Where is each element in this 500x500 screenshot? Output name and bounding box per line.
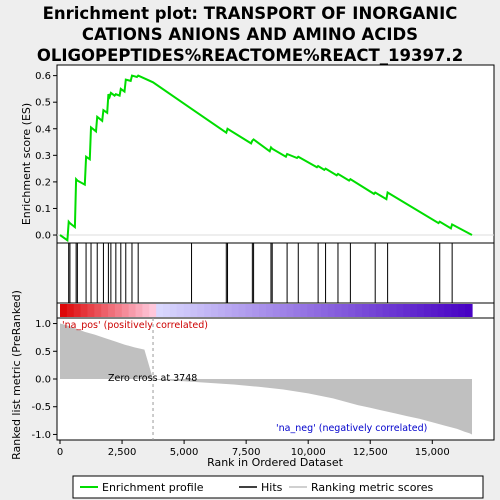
heat-segment-12 <box>142 304 149 317</box>
heat-segment-55 <box>438 304 445 317</box>
heat-segment-49 <box>396 304 403 317</box>
metric-y-tick-label-1: 0.5 <box>35 347 51 358</box>
heat-segment-14 <box>156 304 163 317</box>
heat-segment-15 <box>163 304 170 317</box>
heat-segment-35 <box>300 304 307 317</box>
heat-segment-37 <box>314 304 321 317</box>
heat-segment-33 <box>287 304 294 317</box>
title-line-3: OLIGOPEPTIDES%REACTOME%REACT_19397.2 <box>37 46 463 65</box>
es-y-tick-label-0: 0.0 <box>35 231 51 242</box>
es-y-tick-label-5: 0.5 <box>35 98 51 109</box>
heat-segment-0 <box>60 304 67 317</box>
heat-segment-43 <box>355 304 362 317</box>
es-y-tick-label-6: 0.6 <box>35 71 51 82</box>
legend: Enrichment profile Hits Ranking metric s… <box>73 476 483 498</box>
x-axis-label: Rank in Ordered Dataset <box>207 456 344 469</box>
heat-segment-44 <box>362 304 369 317</box>
legend-metric-label: Ranking metric scores <box>311 481 433 494</box>
heat-segment-24 <box>225 304 232 317</box>
heat-segment-4 <box>87 304 94 317</box>
es-y-tick-label-1: 0.1 <box>35 204 51 215</box>
x-tick-label-2: 5,000 <box>170 447 199 458</box>
heat-segment-7 <box>108 304 115 317</box>
es-y-tick-label-3: 0.3 <box>35 151 51 162</box>
heat-segment-9 <box>122 304 129 317</box>
heat-segment-5 <box>94 304 101 317</box>
heat-segment-25 <box>232 304 239 317</box>
heat-segment-19 <box>190 304 197 317</box>
heat-segment-28 <box>252 304 259 317</box>
heat-segment-13 <box>149 304 156 317</box>
heat-segment-34 <box>293 304 300 317</box>
heat-segment-17 <box>177 304 184 317</box>
heat-segment-51 <box>410 304 417 317</box>
heat-segment-16 <box>170 304 177 317</box>
es-y-tick-label-4: 0.4 <box>35 124 51 135</box>
heat-segment-39 <box>328 304 335 317</box>
heat-segment-1 <box>67 304 74 317</box>
es-y-axis-label: Enrichment score (ES) <box>20 103 33 225</box>
heat-segment-54 <box>431 304 438 317</box>
heat-segment-53 <box>424 304 431 317</box>
x-tick-label-5: 12,500 <box>353 447 388 458</box>
heat-segment-11 <box>136 304 143 317</box>
x-tick-label-0: 0 <box>57 447 63 458</box>
heat-segment-47 <box>383 304 390 317</box>
heat-segment-41 <box>342 304 349 317</box>
es-y-tick-label-2: 0.2 <box>35 177 51 188</box>
heat-segment-30 <box>266 304 273 317</box>
x-tick-label-1: 2,500 <box>108 447 137 458</box>
heat-segment-32 <box>280 304 287 317</box>
legend-enrichment-label: Enrichment profile <box>102 481 204 494</box>
neg-label: 'na_neg' (negatively correlated) <box>276 423 427 434</box>
metric-y-axis-label: Ranked list metric (PreRanked) <box>10 290 23 460</box>
heat-segment-8 <box>115 304 122 317</box>
metric-y-tick-label-0: 1.0 <box>35 319 51 330</box>
heat-segment-42 <box>348 304 355 317</box>
pos-label: 'na_pos' (positively correlated) <box>62 320 208 331</box>
x-tick-label-6: 15,000 <box>415 447 450 458</box>
heat-segment-56 <box>445 304 452 317</box>
heat-segment-58 <box>458 304 465 317</box>
heat-segment-29 <box>259 304 266 317</box>
title-line-2: CATIONS ANIONS AND AMINO ACIDS <box>82 25 418 44</box>
heat-segment-23 <box>218 304 225 317</box>
heat-segment-36 <box>307 304 314 317</box>
heat-segment-18 <box>184 304 191 317</box>
heat-segment-57 <box>451 304 458 317</box>
heat-segment-6 <box>101 304 108 317</box>
heat-segment-20 <box>197 304 204 317</box>
heat-segment-2 <box>74 304 81 317</box>
heat-segment-48 <box>390 304 397 317</box>
metric-y-tick-label-3: -0.5 <box>31 402 51 413</box>
heat-segment-50 <box>403 304 410 317</box>
heat-segment-38 <box>321 304 328 317</box>
heat-segment-46 <box>376 304 383 317</box>
zero-cross-label: Zero cross at 3748 <box>108 373 197 384</box>
legend-hits-label: Hits <box>261 481 283 494</box>
heat-segment-3 <box>81 304 88 317</box>
heat-segment-26 <box>239 304 246 317</box>
heat-segment-40 <box>335 304 342 317</box>
title-line-1: Enrichment plot: TRANSPORT OF INORGANIC <box>43 4 458 23</box>
heat-segment-21 <box>204 304 211 317</box>
metric-y-tick-label-2: 0.0 <box>35 375 51 386</box>
heat-segment-10 <box>129 304 136 317</box>
heat-segment-59 <box>465 304 472 317</box>
heat-segment-27 <box>245 304 252 317</box>
heat-segment-22 <box>211 304 218 317</box>
heat-segment-45 <box>369 304 376 317</box>
metric-y-tick-label-4: -1.0 <box>31 430 51 441</box>
heat-segment-31 <box>273 304 280 317</box>
heat-segment-52 <box>417 304 424 317</box>
hits-panel <box>57 243 494 303</box>
